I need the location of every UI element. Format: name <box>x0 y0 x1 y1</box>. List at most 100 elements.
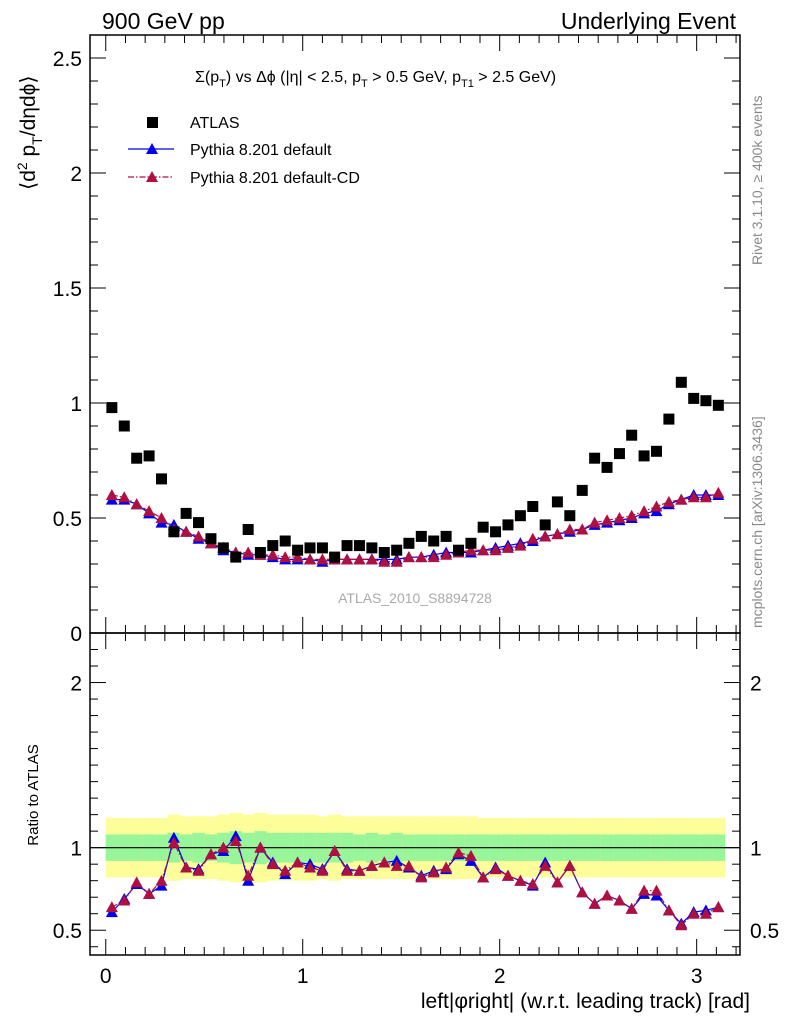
legend-label-pythia-cd: Pythia 8.201 default-CD <box>190 170 360 187</box>
point-pythia-cd <box>155 512 168 523</box>
point-pythia-cd <box>712 486 725 498</box>
ratio-point-pythia-cd <box>242 869 255 881</box>
point-atlas <box>539 519 551 531</box>
legend-label-atlas: ATLAS <box>190 115 240 132</box>
ratio-point-pythia-cd <box>192 864 205 876</box>
series-line-pythia-cd <box>111 492 719 563</box>
main-title: Σ(pT) vs Δϕ (|η| < 2.5, pT > 0.5 GeV, pT… <box>195 69 556 90</box>
main-ytick-label: 1 <box>70 393 82 416</box>
point-pythia-cd <box>563 523 576 535</box>
point-atlas <box>217 542 229 554</box>
point-atlas <box>131 452 143 464</box>
point-atlas <box>700 395 712 407</box>
ratio-frame <box>89 632 741 956</box>
ratio-point-pythia-cd <box>638 884 651 896</box>
point-atlas <box>143 450 155 462</box>
main-ytick-label: 0.5 <box>53 508 82 531</box>
ratio-point-pythia-cd <box>130 876 143 888</box>
main-ytick-label-zero: 0 <box>70 623 82 646</box>
ratio-point-pythia-cd <box>266 858 279 870</box>
ratio-point-pythia-cd <box>539 859 552 871</box>
ratio-ytick-label: 2 <box>70 673 82 696</box>
point-pythia-cd <box>365 553 378 565</box>
ratio-point-pythia-cd <box>625 902 638 914</box>
point-atlas <box>415 530 427 542</box>
ratio-point-pythia-cd <box>378 856 391 868</box>
ratio-panel: 0.5 0.5 1 1 2 2 0 1 2 3 <box>53 632 779 988</box>
point-pythia-cd <box>464 544 477 556</box>
point-pythia-cd <box>489 544 502 556</box>
point-atlas <box>601 461 613 473</box>
point-atlas <box>156 473 167 485</box>
point-atlas <box>688 392 700 404</box>
ratio-point-pythia-cd <box>217 841 230 853</box>
ratio-point-pythia-cd <box>452 846 465 858</box>
point-atlas <box>663 413 675 425</box>
point-pythia-cd <box>427 551 440 563</box>
ratio-point-pythia-cd <box>464 849 477 861</box>
point-atlas <box>576 484 588 496</box>
ratio-point-pythia-cd <box>365 859 378 871</box>
point-pythia-cd <box>105 489 118 500</box>
x-axis-label: left|φright| (w.r.t. leading track) [rad… <box>421 990 750 1013</box>
point-atlas <box>650 445 662 457</box>
legend: ATLAS Pythia 8.201 default Pythia 8.201 … <box>128 115 360 187</box>
point-atlas <box>613 448 625 460</box>
point-pythia-cd <box>402 551 415 563</box>
point-pythia-cd <box>539 530 552 542</box>
point-pythia-cd <box>477 544 490 556</box>
point-atlas <box>564 510 576 522</box>
main-frame <box>89 34 741 634</box>
ratio-point-pythia-cd <box>650 884 663 896</box>
x-tick-label: 2 <box>494 965 506 988</box>
point-atlas <box>403 537 415 549</box>
point-atlas <box>279 535 291 547</box>
ratio-ytick-label-right: 0.5 <box>750 920 779 943</box>
ratio-point-pythia-cd <box>167 836 180 848</box>
ratio-point-pythia-cd <box>477 871 490 883</box>
ratio-point-pythia-cd <box>291 856 304 868</box>
ratio-point-pythia-cd <box>712 901 725 913</box>
series-line-pythia-default <box>111 494 719 563</box>
point-atlas <box>428 535 440 547</box>
point-atlas <box>527 501 539 512</box>
ratio-point-pythia-cd <box>229 835 242 847</box>
point-pythia-cd <box>675 493 688 505</box>
point-pythia-cd <box>415 551 428 563</box>
point-atlas <box>353 540 365 552</box>
ratio-point-pythia-cd <box>699 907 712 919</box>
point-pythia-cd <box>687 491 700 503</box>
ratio-point-pythia-cd <box>526 877 539 889</box>
point-pythia-cd <box>440 548 453 560</box>
point-atlas <box>477 521 489 533</box>
ratio-point-pythia-cd <box>254 841 267 853</box>
point-pythia-cd <box>291 551 304 563</box>
ratio-point-pythia-cd <box>328 844 341 856</box>
ratio-point-pythia-cd <box>204 848 217 860</box>
point-atlas <box>391 544 403 556</box>
point-atlas <box>378 547 390 558</box>
header-left: 900 GeV pp <box>102 8 225 34</box>
main-ytick-label: 1.5 <box>53 278 82 301</box>
main-panel: ATLAS_2010_S8894728 0.5 1 1.5 2 2.5 0 <box>53 34 741 646</box>
main-ytick-label: 2.5 <box>53 48 82 71</box>
point-pythia-cd <box>576 523 589 535</box>
ratio-point-pythia-cd <box>440 861 453 873</box>
watermark: ATLAS_2010_S8894728 <box>338 590 492 606</box>
point-pythia-cd <box>501 541 514 553</box>
point-atlas <box>106 402 118 414</box>
main-ytick-label: 2 <box>70 163 82 186</box>
point-atlas <box>193 517 205 529</box>
ratio-point-pythia-cd <box>304 861 317 873</box>
point-atlas <box>329 551 341 563</box>
point-atlas <box>267 540 279 552</box>
point-pythia-cd <box>242 546 255 558</box>
point-atlas <box>440 530 452 542</box>
point-atlas <box>118 420 130 432</box>
point-atlas <box>254 547 266 558</box>
ratio-ytick-label-right: 2 <box>750 673 762 696</box>
point-pythia-cd <box>279 551 292 563</box>
ratio-point-pythia-cd <box>316 864 329 876</box>
point-pythia-cd <box>662 495 675 507</box>
